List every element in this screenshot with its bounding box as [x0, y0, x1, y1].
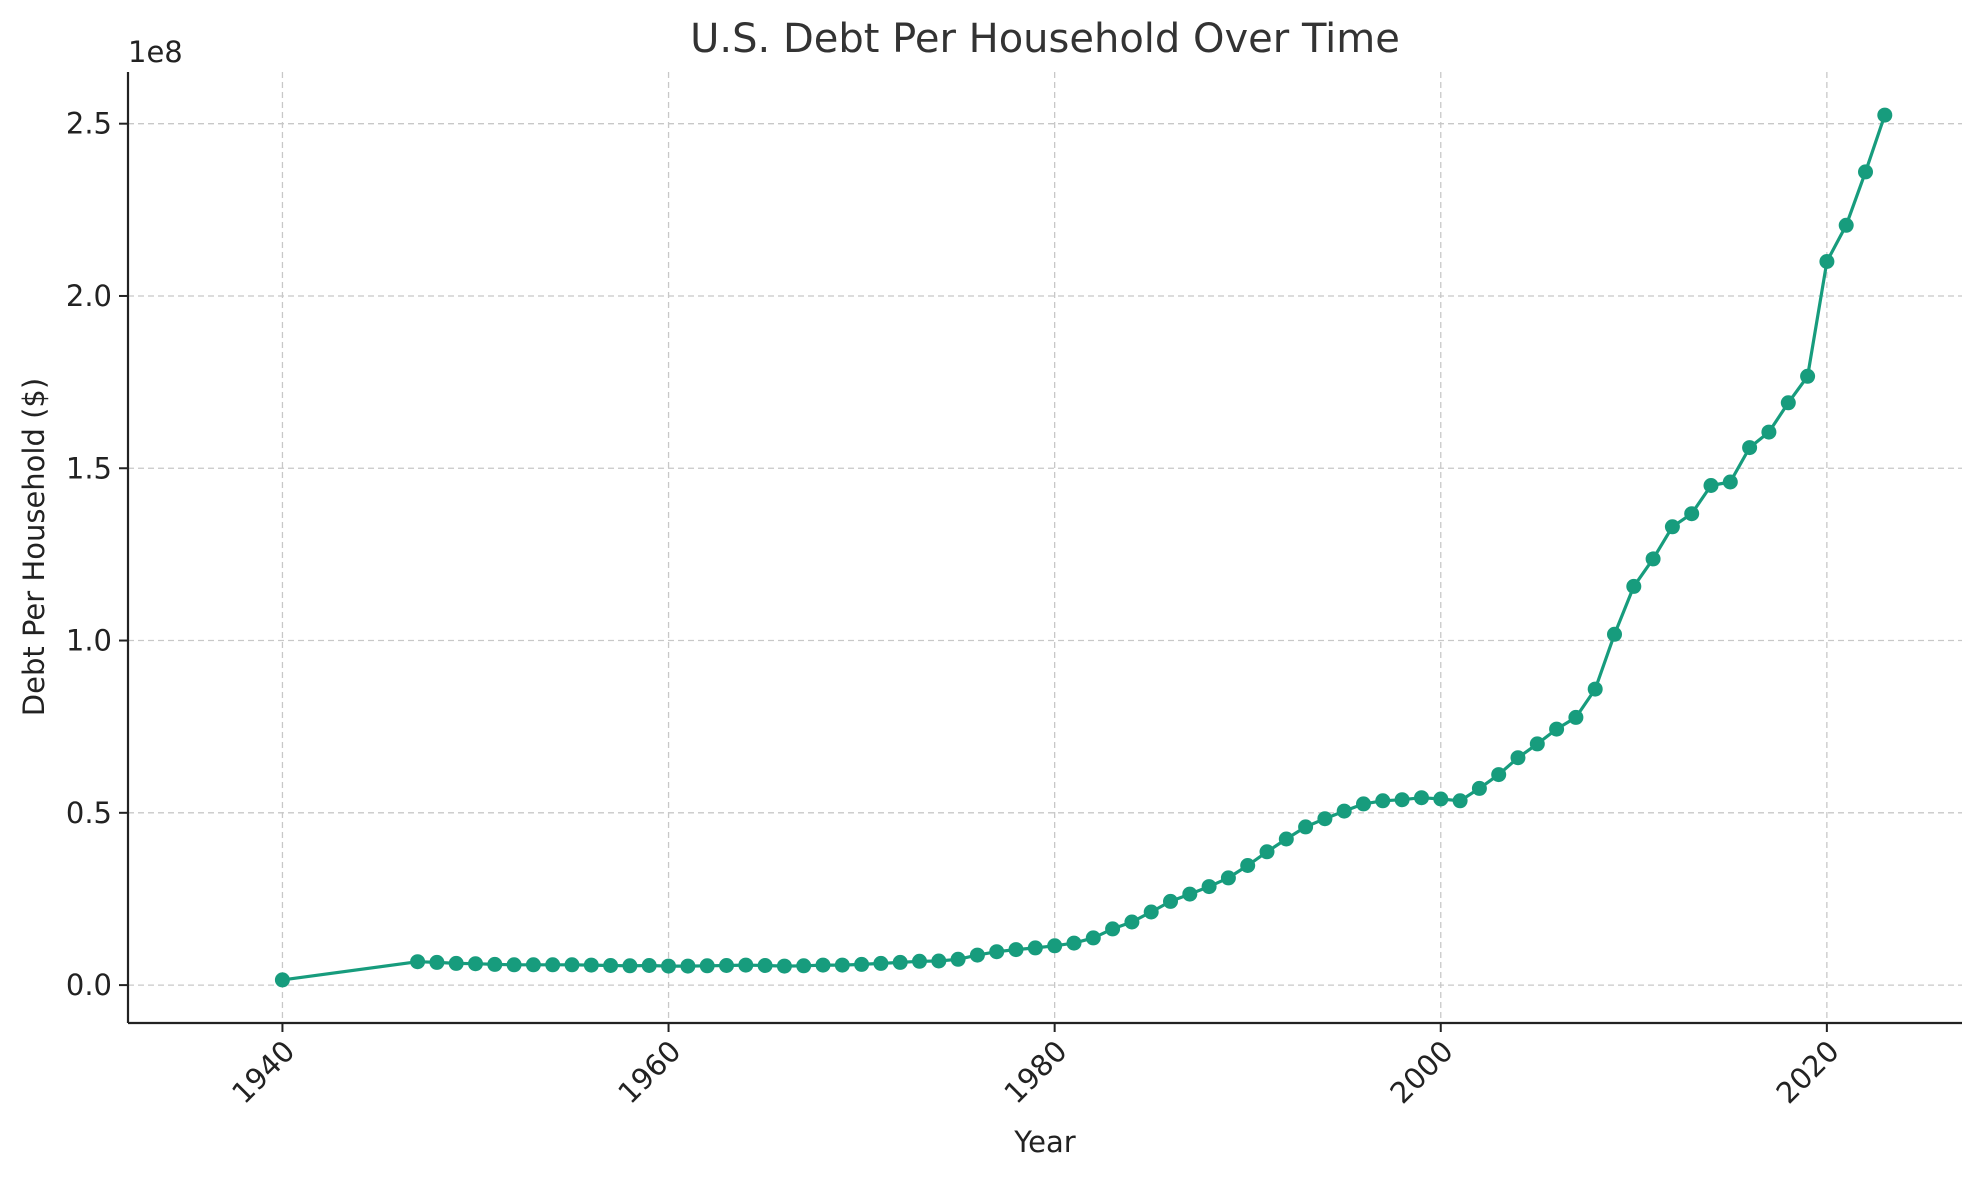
data-point — [1066, 935, 1082, 951]
data-point — [1664, 519, 1680, 535]
data-point — [1163, 893, 1178, 909]
y-tick-label: 0.5 — [66, 796, 112, 830]
y-tick-label: 2.5 — [66, 107, 112, 141]
x-tick-label: 1940 — [225, 1034, 301, 1110]
y-offset-label: 1e8 — [128, 35, 183, 69]
data-point — [1375, 793, 1391, 809]
data-point — [1356, 796, 1371, 812]
data-point — [487, 956, 503, 972]
data-point — [1549, 721, 1565, 737]
x-axis-label: Year — [1013, 1125, 1075, 1159]
data-point — [873, 955, 889, 971]
data-point — [950, 951, 966, 967]
data-point — [661, 958, 676, 974]
x-tick-label: 1960 — [611, 1034, 687, 1110]
data-point — [1684, 506, 1700, 522]
y-axis-label: Debt Per Household ($) — [17, 378, 51, 716]
data-point — [506, 957, 522, 973]
data-point — [583, 957, 599, 973]
data-point — [1819, 254, 1835, 269]
data-point — [719, 958, 734, 973]
data-point — [1471, 780, 1487, 796]
data-point — [1143, 904, 1159, 920]
data-point — [1780, 395, 1796, 411]
data-point — [641, 958, 657, 973]
data-point — [1414, 790, 1429, 806]
data-point — [468, 956, 483, 972]
y-tick-label: 1.0 — [66, 624, 112, 658]
data-point — [699, 958, 715, 974]
data-point — [1838, 217, 1854, 233]
data-point — [796, 958, 812, 974]
chart-title: U.S. Debt Per Household Over Time — [690, 16, 1400, 62]
data-point — [912, 953, 927, 969]
data-point — [1742, 440, 1758, 456]
data-point — [815, 957, 831, 973]
data-point — [1298, 819, 1314, 835]
data-point — [738, 957, 754, 973]
series-line — [282, 114, 1887, 982]
data-point — [603, 958, 619, 973]
data-point — [1433, 791, 1449, 807]
data-point — [1124, 914, 1140, 930]
data-point — [892, 954, 908, 970]
data-point — [429, 954, 445, 970]
data-point — [1626, 578, 1642, 594]
data-point — [1182, 886, 1198, 902]
gridlines — [128, 72, 1962, 1023]
data-point — [1394, 792, 1410, 808]
data-point — [969, 947, 985, 963]
data-point — [622, 958, 638, 974]
data-point — [1027, 940, 1043, 956]
data-point — [1201, 879, 1217, 895]
data-point — [1568, 709, 1584, 725]
data-point — [1278, 831, 1294, 847]
data-point — [1761, 424, 1777, 440]
data-point — [545, 957, 561, 973]
data-point — [1645, 551, 1661, 567]
data-point — [1858, 164, 1873, 180]
data-point — [854, 956, 870, 972]
data-point — [1607, 626, 1622, 642]
data-point — [1722, 474, 1738, 490]
x-tick-label: 1980 — [997, 1034, 1073, 1110]
data-point — [931, 953, 947, 969]
data-point — [776, 958, 792, 974]
data-point — [757, 958, 773, 973]
x-tick-label: 2000 — [1383, 1034, 1459, 1110]
data-point — [1317, 811, 1333, 827]
data-point — [1510, 750, 1526, 766]
data-point — [410, 954, 426, 970]
data-point — [448, 955, 464, 971]
data-point — [1047, 938, 1063, 954]
data-point — [1877, 107, 1893, 123]
data-point — [274, 972, 290, 988]
data-point — [1703, 478, 1719, 493]
data-point — [1336, 803, 1352, 819]
y-tick-label: 1.5 — [66, 451, 112, 485]
data-point — [1008, 942, 1024, 958]
data-point — [680, 958, 696, 974]
data-point — [1259, 844, 1275, 860]
data-point — [1587, 681, 1603, 697]
data-point — [1220, 870, 1236, 886]
y-tick-label: 2.0 — [66, 279, 112, 313]
data-point — [1800, 368, 1816, 384]
y-tick-label: 0.0 — [66, 968, 112, 1002]
data-point — [1240, 858, 1256, 873]
data-point — [1452, 793, 1468, 809]
series-layer — [274, 107, 1893, 988]
data-point — [989, 944, 1005, 960]
data-point — [525, 957, 541, 973]
data-point — [1085, 930, 1101, 946]
x-tick-label: 2020 — [1770, 1034, 1846, 1110]
data-point — [1105, 921, 1121, 937]
data-point — [564, 957, 580, 973]
data-point — [1491, 767, 1507, 783]
data-point — [1529, 736, 1545, 752]
data-point — [834, 957, 850, 973]
axes-spines — [126, 72, 1962, 1025]
